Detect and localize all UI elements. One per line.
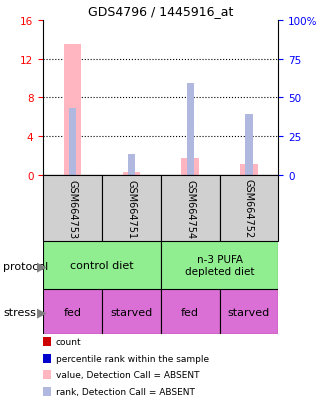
Bar (69, 109, 76, 176)
Text: stress: stress (3, 308, 36, 318)
Text: GSM664751: GSM664751 (126, 179, 136, 238)
Text: starved: starved (228, 307, 270, 317)
Bar (102, 289, 161, 335)
Text: control diet: control diet (70, 260, 134, 271)
Title: GDS4796 / 1445916_at: GDS4796 / 1445916_at (88, 5, 234, 18)
Bar (43, 176, 102, 242)
Text: GSM664752: GSM664752 (244, 179, 254, 238)
Bar (240, 165, 258, 176)
Bar (161, 289, 220, 335)
Text: fed: fed (64, 307, 82, 317)
Bar (43, 242, 161, 289)
Text: ▶: ▶ (37, 306, 46, 319)
Text: n-3 PUFA
depleted diet: n-3 PUFA depleted diet (185, 254, 254, 276)
Bar (161, 242, 278, 289)
Bar (64, 45, 81, 176)
Text: protocol: protocol (3, 261, 48, 271)
Text: percentile rank within the sample: percentile rank within the sample (56, 354, 209, 363)
Bar (187, 84, 194, 176)
Bar (123, 172, 140, 176)
Bar (181, 159, 199, 176)
Bar (220, 176, 278, 242)
Text: starved: starved (110, 307, 153, 317)
Text: value, Detection Call = ABSENT: value, Detection Call = ABSENT (56, 370, 199, 380)
Bar (245, 115, 252, 176)
Text: ▶: ▶ (37, 260, 46, 273)
Text: GSM664754: GSM664754 (185, 179, 195, 238)
Text: GSM664753: GSM664753 (68, 179, 77, 238)
Bar (220, 289, 278, 335)
Bar (128, 154, 135, 176)
Bar (102, 176, 161, 242)
Text: fed: fed (181, 307, 199, 317)
Text: rank, Detection Call = ABSENT: rank, Detection Call = ABSENT (56, 387, 195, 396)
Bar (161, 176, 220, 242)
Bar (43, 289, 102, 335)
Text: count: count (56, 337, 82, 347)
